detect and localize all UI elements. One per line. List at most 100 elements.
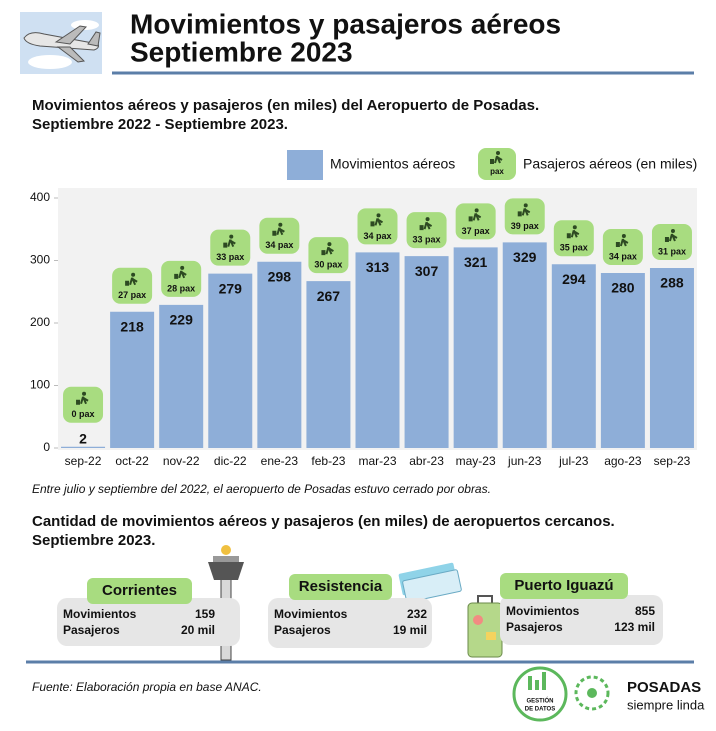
pax-badge-box bbox=[308, 237, 349, 274]
walker-icon bbox=[517, 211, 522, 217]
source: Fuente: Elaboración propia en base ANAC. bbox=[32, 680, 262, 694]
walker-icon bbox=[180, 265, 185, 270]
bar bbox=[61, 446, 106, 448]
walker-icon bbox=[425, 217, 430, 222]
bar bbox=[257, 261, 302, 448]
walker-icon bbox=[472, 212, 482, 221]
x-tick-label: dic-22 bbox=[214, 454, 247, 468]
pax-badge: 34 pax bbox=[602, 229, 643, 265]
pax-label: 33 pax bbox=[216, 252, 244, 262]
bar bbox=[110, 311, 155, 448]
bar bbox=[551, 264, 596, 448]
card-pill bbox=[87, 578, 192, 604]
pax-badge: 34 pax bbox=[357, 208, 398, 245]
card bbox=[268, 598, 432, 648]
bar-value-label: 279 bbox=[219, 280, 243, 296]
walker-icon bbox=[521, 207, 531, 216]
walker-icon bbox=[178, 270, 187, 279]
plane-icon bbox=[20, 12, 102, 74]
pax-label: 30 pax bbox=[314, 260, 342, 270]
pax-badge-box bbox=[210, 229, 251, 266]
pax-label: 34 pax bbox=[609, 251, 637, 261]
card-title: Resistencia bbox=[299, 578, 383, 595]
plot: 0 100 200 300 400 sep-22 2 0 pax oct-22 218 27 pax… bbox=[30, 190, 694, 468]
logo-text: POSADAS bbox=[627, 679, 701, 696]
main-title: Septiembre 2023 bbox=[130, 36, 353, 67]
logo-text: siempre linda bbox=[627, 697, 705, 712]
pax-badge-box bbox=[651, 224, 692, 260]
bar-value-label: 229 bbox=[170, 312, 194, 328]
card-row-value: 123 mil bbox=[614, 620, 655, 634]
x-tick-label: mar-23 bbox=[358, 454, 396, 468]
bar bbox=[453, 247, 498, 448]
walker-icon bbox=[80, 396, 89, 405]
pax-badge: 35 pax bbox=[553, 220, 594, 257]
walker-icon bbox=[131, 272, 136, 277]
x-tick-label: sep-22 bbox=[65, 454, 102, 468]
chart-title: Septiembre 2022 - Septiembre 2023. bbox=[32, 116, 288, 133]
legend-badge bbox=[478, 148, 516, 180]
x-tick-label: nov-22 bbox=[163, 454, 200, 468]
pax-badge: 33 pax bbox=[406, 212, 447, 249]
bar-value-label: 321 bbox=[464, 254, 488, 270]
walker-icon bbox=[227, 239, 236, 248]
logo-text: DE DATOS bbox=[525, 707, 555, 713]
card-row-value: 232 bbox=[407, 607, 427, 621]
card-row-value: 20 mil bbox=[181, 623, 215, 637]
walker-icon bbox=[494, 155, 503, 164]
main-title: Movimientos y pasajeros aéreos bbox=[130, 8, 561, 39]
pax-badge-box bbox=[553, 220, 594, 257]
walker-icon bbox=[376, 213, 381, 218]
bar-value-label: 294 bbox=[562, 271, 586, 287]
walker-icon bbox=[490, 159, 494, 164]
pax-badge-box bbox=[63, 386, 104, 423]
walker-icon bbox=[419, 225, 424, 231]
walker-icon bbox=[615, 242, 620, 247]
bar bbox=[649, 268, 694, 448]
walker-icon bbox=[276, 227, 285, 236]
pax-badge: 34 pax bbox=[259, 217, 300, 254]
x-tick-label: ene-23 bbox=[261, 454, 299, 468]
pax-badge-box bbox=[504, 198, 545, 235]
cards: Corrientes Movimientos 159 Pasajeros 20 mil R… bbox=[57, 573, 663, 648]
note: Entre julio y septiembre del 2022, el ae… bbox=[32, 482, 491, 496]
bar-value-label: 329 bbox=[513, 249, 537, 265]
pax-badge: 39 pax bbox=[504, 198, 545, 235]
walker-icon bbox=[566, 233, 571, 239]
chart-title: Movimientos aéreos y pasajeros (en miles… bbox=[32, 97, 539, 114]
card-row-value: 855 bbox=[635, 604, 655, 618]
card-row-value: 19 mil bbox=[393, 623, 427, 637]
bar bbox=[355, 252, 400, 448]
y-tick-label: 200 bbox=[30, 315, 50, 329]
legend-badge-text: pax bbox=[490, 167, 504, 176]
x-tick-label: jul-23 bbox=[558, 454, 589, 468]
pax-badge: 28 pax bbox=[161, 260, 202, 297]
x-tick-label: ago-23 bbox=[604, 454, 642, 468]
logo-text: GESTIÓN bbox=[526, 697, 553, 705]
walker-icon bbox=[468, 216, 473, 222]
card-row-label: Movimientos bbox=[63, 607, 137, 621]
card bbox=[57, 598, 240, 646]
pax-label: 31 pax bbox=[658, 246, 686, 256]
bar-value-label: 267 bbox=[317, 288, 341, 304]
card-title: Corrientes bbox=[102, 582, 177, 599]
pax-label: 39 pax bbox=[511, 221, 539, 231]
logo-gestion: GESTIÓN DE DATOS bbox=[512, 666, 568, 722]
walker-icon bbox=[570, 229, 580, 238]
pax-label: 27 pax bbox=[118, 290, 146, 300]
logo-posadas: POSADAS siempre linda bbox=[574, 675, 705, 712]
walker-icon bbox=[76, 399, 81, 405]
bar-value-label: 313 bbox=[366, 259, 390, 275]
pax-badge-box bbox=[357, 208, 398, 245]
pax-label: 34 pax bbox=[363, 231, 391, 241]
walker-icon bbox=[278, 222, 283, 227]
pax-badge-box bbox=[112, 267, 153, 304]
card-pill bbox=[289, 574, 392, 600]
pax-label: 34 pax bbox=[265, 240, 293, 250]
pax-badge-box bbox=[602, 229, 643, 265]
pax-label: 0 pax bbox=[72, 409, 95, 419]
walker-icon bbox=[174, 273, 179, 279]
pax-badge: 37 pax bbox=[455, 203, 496, 240]
walker-icon bbox=[423, 221, 433, 230]
